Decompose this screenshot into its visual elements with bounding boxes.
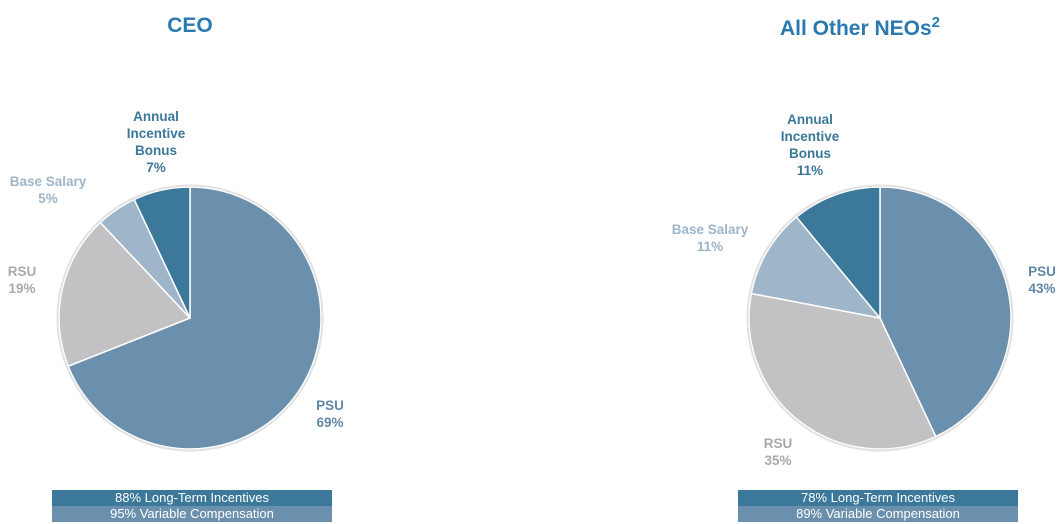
slice-name: Base Salary [9,174,87,189]
summary-bar: 89% Variable Compensation [738,506,1018,522]
slice-value: 69% [316,415,344,430]
pie-slice [879,186,1012,438]
title-text: All Other NEOs [779,17,932,40]
slice-name: PSU [1028,264,1056,279]
slice-value: 11% [696,239,724,254]
pie-slice [58,221,192,368]
slice-value: 5% [38,191,58,206]
pie-slice [748,292,937,450]
slice-label: Annual Incentive Bonus 7% [108,108,204,176]
slice-label: RSU 35% [730,435,826,469]
title-text: CEO [167,14,213,37]
slice-value: 19% [8,281,36,296]
slice-name: RSU [7,264,37,279]
pie-slice [67,186,322,450]
slice-value: 43% [1028,281,1056,296]
summary-bar: 88% Long-Term Incentives [52,490,332,506]
slice-value: 7% [146,160,166,175]
title-superscript: 2 [931,14,941,31]
pie-slice [133,186,191,319]
slice-name: Annual Incentive Bonus [126,109,186,158]
slice-name: Annual Incentive Bonus [780,112,840,161]
pie-outline [746,184,1014,452]
chart-title: CEO [167,14,213,38]
slice-label: Base Salary 5% [0,173,96,207]
slice-value: 35% [764,453,792,468]
slice-name: PSU [316,398,344,413]
slice-name: RSU [763,436,793,451]
summary-bar: 78% Long-Term Incentives [738,490,1018,506]
slice-label: Base Salary 11% [662,221,758,255]
slice-value: 11% [796,163,824,178]
slice-label: RSU 19% [0,263,70,297]
slice-label: PSU 69% [282,397,378,431]
pie-outline [56,184,324,452]
summary-bar: 95% Variable Compensation [52,506,332,522]
slice-name: Base Salary [671,222,749,237]
chart-title: All Other NEOs2 [780,14,940,41]
pie-slice [795,186,881,321]
slice-label: PSU 43% [994,263,1060,297]
slice-label: Annual Incentive Bonus 11% [762,111,858,179]
pie-slice [750,216,882,320]
